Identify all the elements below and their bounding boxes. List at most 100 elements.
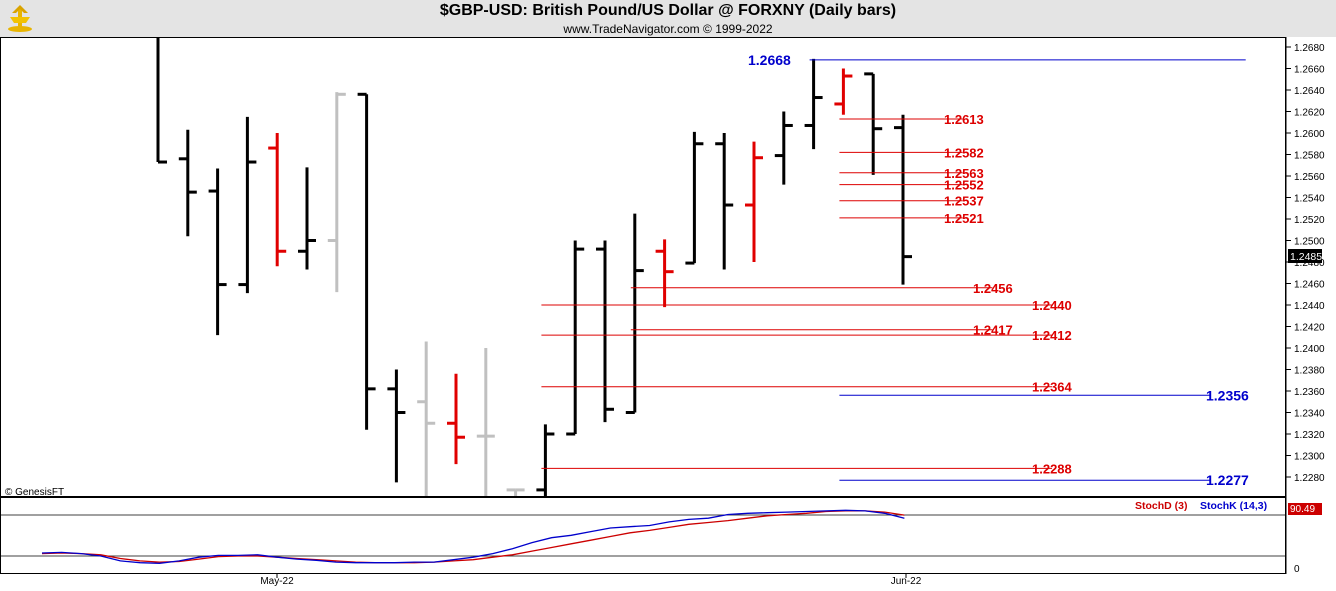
price-tick-label: 1.2480: [1294, 258, 1325, 269]
stoch-plot-border: [0, 497, 1286, 574]
price-bar: [804, 58, 823, 150]
price-bar: [864, 72, 883, 175]
price-axis-ticks: 1.2280 1.2300 1.2320 1.2340 1.2360 1.2380 1.24…: [1286, 43, 1325, 484]
price-bar: [447, 373, 465, 465]
price-bar: [327, 92, 346, 293]
level-1.2668: 1.2668: [748, 52, 1246, 68]
level-label: 1.2552: [944, 178, 984, 193]
last-price-label: 1.2485: [1290, 251, 1322, 263]
date-axis: May-22 Jun-22: [260, 574, 922, 587]
level-1.2456: 1.2456: [630, 281, 1013, 296]
price-bar: [298, 167, 316, 270]
price-bar: [715, 133, 734, 270]
price-bar: [655, 239, 674, 308]
price-tick-label: 1.2320: [1294, 430, 1325, 441]
level-1.2582: 1.2582: [839, 145, 984, 160]
price-bar: [894, 114, 912, 285]
level-label: 1.2563: [944, 166, 984, 181]
chart-title: $GBP-USD: British Pound/US Dollar @ FORX…: [439, 2, 897, 19]
price-tick-label: 1.2680: [1294, 43, 1325, 54]
price-bar: [387, 369, 406, 483]
price-bar: [745, 141, 763, 262]
price-tick-label: 1.2460: [1294, 280, 1325, 291]
level-1.2537: 1.2537: [839, 194, 984, 209]
price-tick-label: 1.2640: [1294, 86, 1325, 97]
level-label: 1.2417: [973, 323, 1013, 338]
price-bar: [238, 116, 257, 294]
price-bar: [357, 92, 376, 430]
level-label: 1.2668: [748, 52, 791, 68]
level-1.2521: 1.2521: [839, 211, 984, 226]
level-label: 1.2412: [1032, 328, 1072, 343]
stoch-line-StochD (3): [41, 510, 905, 564]
price-bar: [685, 131, 704, 265]
level-1.2288: 1.2288: [541, 461, 1072, 476]
level-label: 1.2521: [944, 211, 984, 226]
tradenavigator-logo-icon: [8, 5, 32, 32]
stoch-value-box: [1288, 503, 1322, 515]
price-bar: [625, 213, 644, 414]
level-1.2356: 1.2356: [839, 387, 1249, 403]
price-bar: [268, 133, 287, 267]
level-label: 1.2613: [944, 112, 984, 127]
price-tick-label: 1.2400: [1294, 344, 1325, 355]
price-tick-label: 1.2340: [1294, 409, 1325, 420]
genesis-watermark: © GenesisFT: [5, 487, 64, 498]
price-tick-label: 1.2280: [1294, 473, 1325, 484]
price-tick-label: 1.2660: [1294, 65, 1325, 76]
level-label: 1.2537: [944, 194, 984, 209]
level-1.2613: 1.2613: [839, 112, 984, 127]
price-tick-label: 1.2420: [1294, 323, 1325, 334]
price-tick-label: 1.2600: [1294, 129, 1325, 140]
date-tick-label: Jun-22: [891, 576, 922, 587]
price-tick-label: 1.2560: [1294, 172, 1325, 183]
level-1.2552: 1.2552: [839, 178, 984, 193]
price-tick-label: 1.2580: [1294, 151, 1325, 162]
stoch-line-StochK (14,3): [41, 509, 905, 564]
price-bar: [417, 341, 436, 496]
price-tick-label: 1.2520: [1294, 215, 1325, 226]
level-label: 1.2356: [1206, 387, 1249, 403]
price-bar: [834, 68, 853, 115]
price-bar: [208, 168, 227, 336]
level-1.2417: 1.2417: [630, 323, 1013, 338]
price-bar: [566, 240, 585, 436]
level-label: 1.2277: [1206, 472, 1249, 488]
stoch-zero-label: 0: [1294, 564, 1300, 575]
stoch-k-legend: StochK (14,3): [1200, 500, 1267, 512]
level-1.2563: 1.2563: [839, 166, 984, 181]
price-tick-label: 1.2440: [1294, 301, 1325, 312]
date-tick-label: May-22: [260, 576, 294, 587]
level-1.2440: 1.2440: [541, 298, 1072, 313]
stoch-d-legend: StochD (3): [1135, 500, 1188, 512]
price-tick-label: 1.2540: [1294, 194, 1325, 205]
level-label: 1.2364: [1032, 380, 1073, 395]
price-tick-label: 1.2380: [1294, 366, 1325, 377]
price-bar: [596, 240, 614, 423]
price-tick-label: 1.2620: [1294, 108, 1325, 119]
chart-header: $GBP-USD: British Pound/US Dollar @ FORX…: [0, 0, 1336, 37]
level-label: 1.2582: [944, 145, 984, 160]
level-label: 1.2456: [973, 281, 1013, 296]
price-bar: [536, 424, 555, 496]
level-1.2364: 1.2364: [541, 380, 1073, 395]
level-label: 1.2440: [1032, 298, 1072, 313]
last-price-box: [1288, 249, 1322, 263]
price-plot-border: [0, 37, 1286, 497]
price-bar: [774, 111, 793, 185]
chart-subtitle: www.TradeNavigator.com © 1999-2022: [563, 22, 773, 36]
price-tick-label: 1.2360: [1294, 387, 1325, 398]
price-tick-label: 1.2500: [1294, 237, 1325, 248]
price-bar: [476, 348, 495, 496]
level-1.2277: 1.2277: [839, 472, 1249, 488]
price-tick-label: 1.2300: [1294, 452, 1325, 463]
price-bars: [156, 38, 912, 496]
price-bar: [178, 129, 197, 237]
level-label: 1.2288: [1032, 461, 1072, 476]
price-bar: [156, 38, 167, 164]
price-bar: [506, 488, 525, 496]
stoch-value-label: 90.49: [1290, 504, 1315, 515]
stochastic-lines: 90.49 0: [41, 503, 1322, 575]
